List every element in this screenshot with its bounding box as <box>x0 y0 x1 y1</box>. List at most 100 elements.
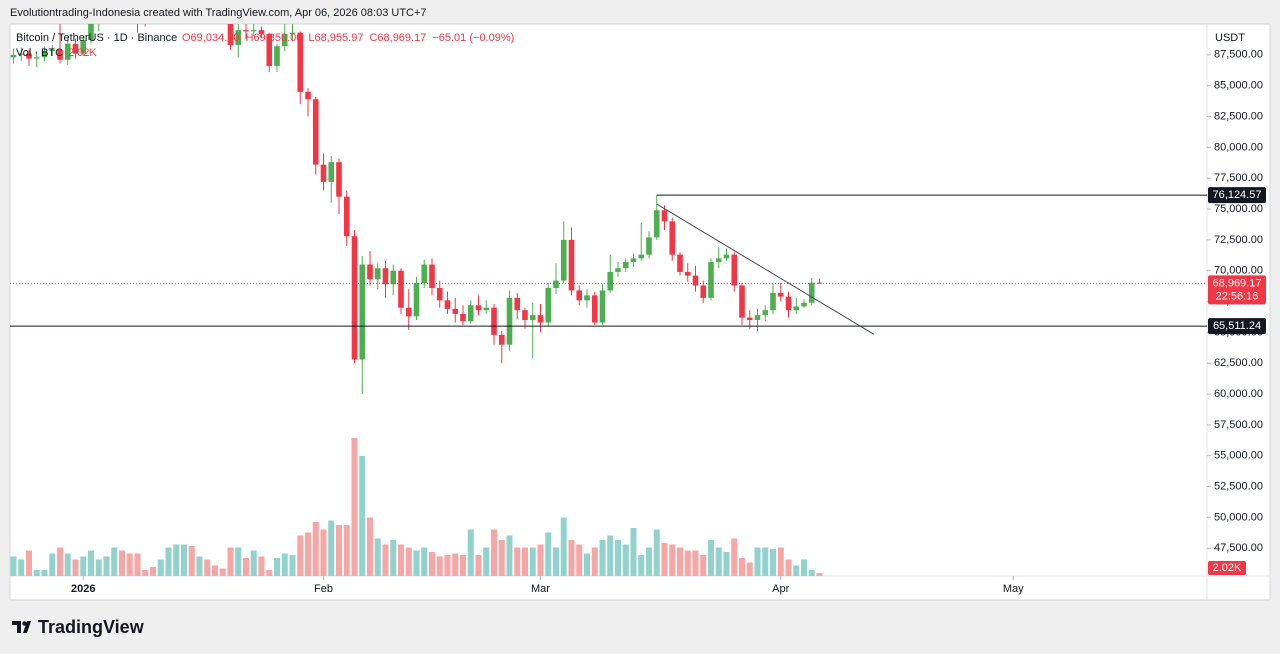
price-unit: USDT <box>1215 32 1245 44</box>
candle-body <box>72 43 79 54</box>
volume-bar <box>622 544 629 576</box>
volume-bar <box>49 553 56 576</box>
volume-bar <box>196 556 203 576</box>
candle-body <box>731 254 738 286</box>
candle-body <box>429 264 435 288</box>
volume-bar <box>661 543 668 576</box>
candle-body <box>374 268 381 280</box>
candle-body <box>754 315 761 321</box>
current-price-label: 68,969.17 <box>1213 277 1262 289</box>
y-tick-label: 82,500.00 <box>1214 110 1263 122</box>
volume-bar <box>537 544 544 576</box>
candle-body <box>692 275 699 286</box>
trendline <box>656 203 875 335</box>
volume-bar <box>281 553 288 576</box>
legend-ohlc-value: H69,350.00 <box>246 32 303 44</box>
footer-brand: TradingView <box>38 617 145 637</box>
volume-bar <box>219 568 226 576</box>
volume-bar <box>157 559 164 576</box>
volume-bar <box>762 547 769 576</box>
volume-bar <box>211 565 218 576</box>
candle-body <box>382 268 389 285</box>
volume-bar <box>808 570 815 576</box>
volume-bar <box>800 559 807 576</box>
volume-bar <box>142 570 149 576</box>
candle-body <box>390 270 397 285</box>
volume-bar <box>684 550 691 576</box>
y-tick-label: 52,500.00 <box>1214 480 1263 492</box>
candle-body <box>514 297 521 311</box>
volume-bar <box>397 544 404 576</box>
level-label-bg <box>1208 187 1266 204</box>
volume-bar <box>41 570 48 576</box>
volume-bar <box>506 535 513 576</box>
volume-label-bg <box>1208 561 1246 575</box>
volume-bar <box>452 553 459 576</box>
candle-body <box>762 310 769 316</box>
volume-bar <box>33 570 40 576</box>
y-tick-label: 75,000.00 <box>1214 203 1263 215</box>
candle-body <box>328 162 335 182</box>
volume-bar <box>95 559 102 576</box>
candle-body <box>258 30 265 34</box>
candle-body <box>537 315 544 323</box>
volume-bar <box>576 544 583 576</box>
candle-body <box>421 264 428 284</box>
volume-bar <box>707 540 714 576</box>
volume-bar <box>188 546 195 576</box>
logo-dot <box>22 621 27 626</box>
volume-bar <box>103 556 110 576</box>
candle-body <box>289 32 296 34</box>
candle-body <box>669 221 676 255</box>
volume-bar <box>382 544 389 576</box>
volume-bar <box>227 547 234 576</box>
current-price-label-bg <box>1208 275 1266 305</box>
candle-body <box>522 310 528 321</box>
legend-symbol: Bitcoin / TetherUS · 1D · Binance <box>16 32 177 44</box>
legend-ohlc-value: C68,969.17 <box>369 32 426 44</box>
volume-bar <box>769 549 776 576</box>
volume-bar <box>18 559 25 576</box>
candle-body <box>793 306 800 311</box>
candle-body <box>444 300 451 309</box>
volume-title: Vol · BTC <box>16 47 63 59</box>
candle-body <box>568 239 575 291</box>
y-tick-label: 62,500.00 <box>1214 357 1263 369</box>
volume-bar <box>328 520 335 576</box>
x-tick-label: Feb <box>314 583 333 595</box>
candle-body <box>560 239 567 281</box>
volume-bar <box>366 517 373 576</box>
chart-area <box>9 23 1271 601</box>
candle-body <box>467 305 474 322</box>
volume-bar <box>273 558 280 576</box>
volume-bar <box>475 555 482 576</box>
volume-bar <box>335 525 342 576</box>
volume-bar <box>529 547 536 576</box>
volume-bar <box>459 555 466 576</box>
volume-bar <box>204 559 211 576</box>
candle-body <box>274 46 280 66</box>
volume-bar <box>374 538 381 576</box>
candle-body <box>576 290 583 301</box>
candle-body <box>343 196 350 237</box>
volume-bar <box>64 553 71 576</box>
candle-body <box>359 264 366 360</box>
candle-body <box>591 295 598 323</box>
volume-bar <box>126 553 133 576</box>
plot <box>10 24 1207 576</box>
candle-body <box>281 33 288 47</box>
volume-bar <box>72 559 79 576</box>
volume-bar <box>599 540 606 576</box>
candle-body <box>336 162 342 197</box>
volume-bar <box>607 535 614 576</box>
y-tick-label: 60,000.00 <box>1214 388 1263 400</box>
y-tick-label: 72,500.00 <box>1214 234 1263 246</box>
volume-bar <box>297 535 304 576</box>
candle-body <box>243 30 249 32</box>
candle-body <box>529 315 536 321</box>
volume-bar <box>405 547 412 576</box>
volume-bar <box>359 456 366 576</box>
candle-body <box>708 262 714 298</box>
volume-bar <box>134 553 141 576</box>
volume-bar <box>700 555 707 576</box>
